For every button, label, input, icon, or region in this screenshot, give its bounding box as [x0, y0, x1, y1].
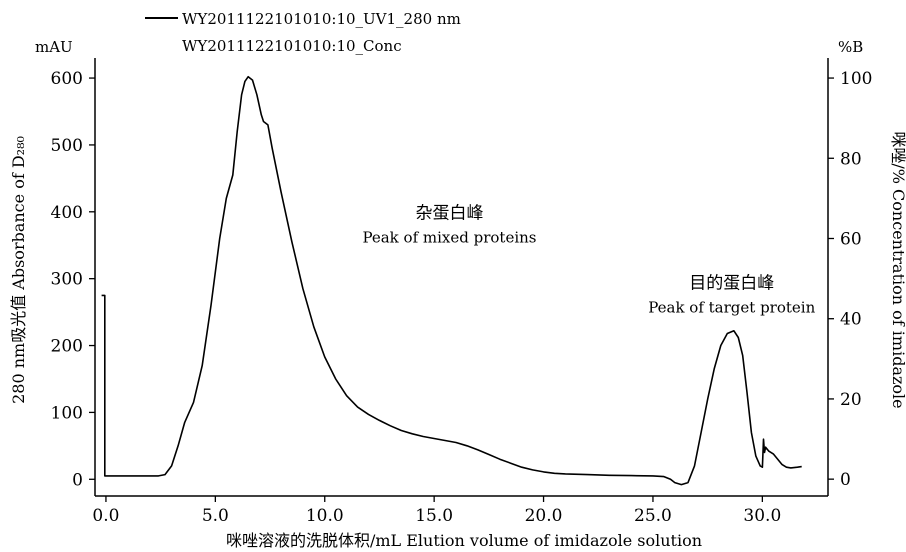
annotation-target-protein: 目的蛋白峰 Peak of target protein [648, 274, 815, 317]
annotation-mixed-en: Peak of mixed proteins [362, 228, 536, 246]
y-left-tick-label: 500 [51, 136, 83, 156]
y-left-unit: mAU [35, 38, 73, 56]
y-right-tick-label: 40 [840, 310, 862, 330]
y-left-axis-label: 280 nm吸光值 Absorbance of D₂₈₀ [9, 136, 28, 404]
x-tick-label: 5.0 [202, 506, 229, 526]
x-tick-label: 10.0 [306, 506, 344, 526]
y-right-tick-label: 60 [840, 229, 862, 249]
annotation-target-zh: 目的蛋白峰 [689, 274, 774, 294]
y-left-tick-label: 400 [51, 203, 83, 223]
x-tick-label: 30.0 [743, 506, 781, 526]
y-left-tick-label: 100 [51, 403, 83, 423]
legend-label-conc: WY2011122101010:10_Conc [182, 37, 402, 55]
annotation-mixed-zh: 杂蛋白峰 [415, 203, 483, 223]
y-left-tick-label: 0 [72, 470, 83, 490]
y-right-tick-label: 20 [840, 390, 862, 410]
y-right-ticks: 0 20 40 60 80 100 [828, 69, 872, 490]
annotation-mixed-proteins: 杂蛋白峰 Peak of mixed proteins [362, 203, 536, 246]
x-tick-label: 25.0 [634, 506, 672, 526]
y-right-tick-label: 100 [840, 69, 872, 89]
y-right-unit: %B [838, 38, 863, 56]
y-left-tick-label: 300 [51, 270, 83, 290]
annotation-target-en: Peak of target protein [648, 299, 815, 317]
uv-280-series-line [101, 75, 802, 486]
y-right-tick-label: 0 [840, 470, 851, 490]
x-ticks: 0.0 5.0 10.0 15.0 20.0 25.0 30.0 [92, 496, 781, 526]
x-axis-label: 咪唑溶液的洗脱体积/mL Elution volume of imidazole… [226, 531, 702, 550]
x-tick-label: 15.0 [415, 506, 453, 526]
y-left-tick-label: 200 [51, 337, 83, 357]
legend: WY2011122101010:10_UV1_280 nm WY20111221… [145, 10, 461, 55]
y-right-axis-label: 咪唑/% Concentration of imidazole [889, 131, 906, 408]
y-right-tick-label: 80 [840, 149, 862, 169]
y-left-tick-label: 600 [51, 69, 83, 89]
x-tick-label: 20.0 [525, 506, 563, 526]
axes [94, 58, 829, 497]
x-tick-label: 0.0 [92, 506, 119, 526]
y-left-ticks: 0 100 200 300 400 500 600 [51, 69, 95, 490]
legend-label-uv: WY2011122101010:10_UV1_280 nm [182, 10, 461, 28]
